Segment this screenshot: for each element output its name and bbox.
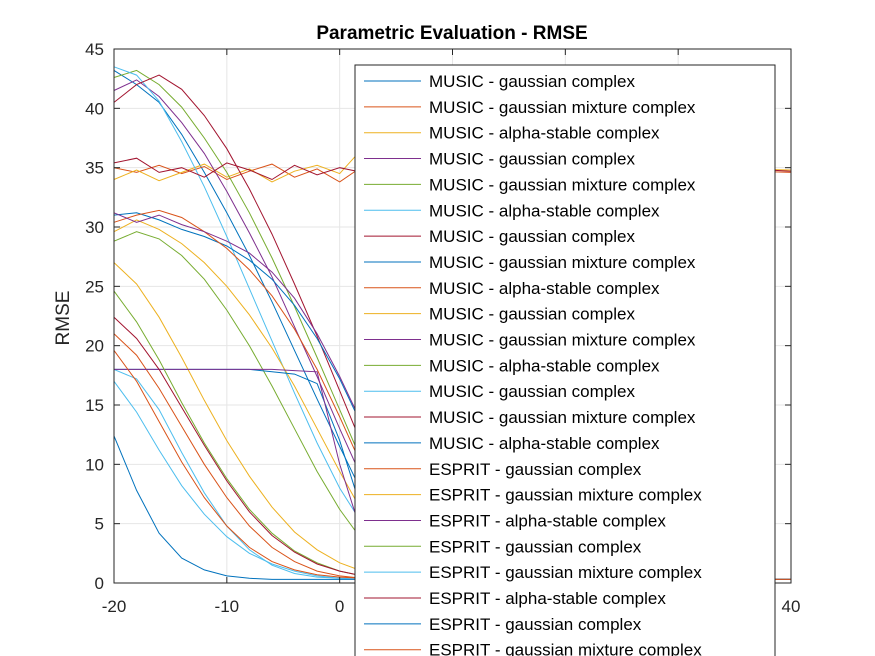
x-tick-label: 0 [335,597,344,616]
legend-entry: MUSIC - gaussian mixture complex [429,408,696,427]
y-tick-label: 15 [85,396,104,415]
y-tick-label: 5 [95,515,104,534]
legend-entry: ESPRIT - gaussian mixture complex [429,641,702,656]
legend-entry: MUSIC - gaussian mixture complex [429,253,696,272]
legend-entry: ESPRIT - gaussian complex [429,615,642,634]
legend-entry: MUSIC - alpha-stable complex [429,279,660,298]
x-tick-label: 40 [782,597,801,616]
y-tick-label: 45 [85,40,104,59]
y-tick-label: 40 [85,99,104,118]
legend-entry: MUSIC - gaussian mixture complex [429,331,696,350]
x-tick-label: -10 [215,597,240,616]
legend-entry: ESPRIT - alpha-stable complex [429,511,666,530]
legend-entry: ESPRIT - gaussian complex [429,460,642,479]
legend-entry: MUSIC - alpha-stable complex [429,434,660,453]
y-tick-label: 30 [85,218,104,237]
chart-title: Parametric Evaluation - RMSE [316,23,587,44]
legend: MUSIC - gaussian complex MUSIC - gaussian… [354,64,776,656]
legend-entry: MUSIC - gaussian mixture complex [429,98,696,117]
y-tick-label: 0 [95,574,104,593]
y-axis-label: RMSE [53,291,74,346]
legend-entry: MUSIC - gaussian complex [429,305,635,324]
legend-entry: ESPRIT - gaussian mixture complex [429,486,702,505]
legend-entry: MUSIC - alpha-stable complex [429,201,660,220]
y-tick-label: 25 [85,277,104,296]
legend-box [354,64,776,656]
x-tick-label: -20 [102,597,127,616]
legend-entry: MUSIC - gaussian complex [429,150,635,169]
axes: -20 -10 0 40 0 5 10 15 20 25 30 35 40 45 [85,40,800,616]
legend-entry: MUSIC - alpha-stable complex [429,356,660,375]
legend-entry: MUSIC - gaussian complex [429,227,635,246]
legend-entry: MUSIC - alpha-stable complex [429,124,660,143]
legend-entry: ESPRIT - gaussian mixture complex [429,563,702,582]
legend-entry: ESPRIT - alpha-stable complex [429,589,666,608]
y-tick-label: 10 [85,455,104,474]
legend-entry: MUSIC - gaussian complex [429,382,635,401]
legend-entry: MUSIC - gaussian mixture complex [429,175,696,194]
y-tick-label: 35 [85,159,104,178]
y-tick-label: 20 [85,337,104,356]
legend-entry: ESPRIT - gaussian complex [429,537,642,556]
legend-entry: MUSIC - gaussian complex [429,72,635,91]
